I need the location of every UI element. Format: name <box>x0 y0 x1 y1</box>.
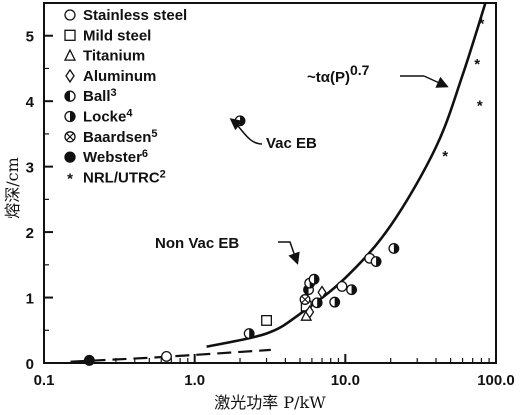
legend-marker-locke <box>64 110 76 123</box>
data-point-locke <box>388 243 400 254</box>
data-point-nrl: * <box>478 16 484 33</box>
legend-marker-ball <box>64 90 76 102</box>
x-axis: 0.1 1.0 10.0 100.0 <box>34 354 515 389</box>
legend-item-ball: Ball3 <box>64 87 117 105</box>
legend-label: Titanium <box>83 48 145 65</box>
x-tick-label: 1.0 <box>184 372 205 389</box>
legend-label: Webster6 <box>83 148 148 166</box>
legend-item-titanium: Titanium <box>63 48 145 65</box>
y-tick-label: 0 <box>26 356 34 373</box>
data-point-stainless <box>161 351 172 362</box>
y-tick-label: 5 <box>26 29 34 46</box>
svg-text:*: * <box>67 170 73 187</box>
legend-item-webster: Webster6 <box>64 148 148 166</box>
legend-label: Locke4 <box>83 108 133 126</box>
y-tick-label: 2 <box>26 225 34 242</box>
power-law-label: ~tα(P)0.7 <box>307 62 370 86</box>
legend-label: NRL/UTRC2 <box>83 168 166 186</box>
y-axis-title: 熔深/cm <box>3 157 22 219</box>
legend-marker-nrl: * <box>67 170 73 187</box>
data-point-nrl: * <box>474 56 480 73</box>
legend-marker-webster <box>64 151 76 163</box>
legend-item-stainless: Stainless steel <box>64 7 187 24</box>
x-axis-title: 激光功率 P/kW <box>214 393 326 412</box>
data-point-mild <box>261 315 273 326</box>
x-tick-label: 100.0 <box>477 372 515 389</box>
vac-eb-leader <box>229 118 263 145</box>
x-tick-label: 0.1 <box>34 372 55 389</box>
data-point-locke <box>329 296 341 308</box>
legend-label: Baardsen5 <box>83 128 158 146</box>
non-vac-eb-leader <box>278 241 300 265</box>
legend-label: Mild steel <box>83 27 151 44</box>
trend-curves <box>70 2 487 363</box>
y-axis: 0 1 2 3 4 5 <box>26 29 53 373</box>
power-law-base: ~tα(P) <box>307 69 350 86</box>
legend-marker-stainless <box>64 9 76 21</box>
svg-text:*: * <box>474 56 480 73</box>
data-point-locke <box>311 297 323 309</box>
data-point-locke <box>308 273 320 285</box>
y-tick-label: 1 <box>26 291 34 308</box>
svg-text:*: * <box>477 97 483 114</box>
legend-marker-baardsen <box>64 131 76 143</box>
data-point-locke <box>243 328 255 339</box>
y-tick-label: 4 <box>26 94 35 111</box>
power-law-arrow <box>423 75 449 88</box>
legend-item-baardsen: Baardsen5 <box>64 128 158 146</box>
data-point-aluminum <box>305 304 315 319</box>
legend-item-aluminum: Aluminum <box>65 68 156 85</box>
legend-marker-mild <box>64 29 76 41</box>
data-point-stainless <box>336 280 348 292</box>
legend: Stainless steel Mild steel Titanium Aluminu… <box>63 7 187 187</box>
vac-eb-label: Vac EB <box>266 135 317 152</box>
legend-marker-aluminum <box>65 68 75 84</box>
data-point-nrl: * <box>477 97 483 114</box>
data-point-locke <box>370 256 382 267</box>
legend-label: Stainless steel <box>83 7 187 24</box>
power-law-curve <box>206 2 487 348</box>
extrapolation-curve <box>70 348 271 363</box>
data-point-baardsen <box>299 294 311 305</box>
non-vac-eb-label: Non Vac EB <box>155 235 239 252</box>
y-tick-label: 3 <box>26 160 34 177</box>
data-point-locke <box>346 284 358 296</box>
plot-frame <box>43 2 497 364</box>
legend-label: Aluminum <box>83 68 156 85</box>
x-tick-label: 10.0 <box>331 372 360 389</box>
legend-item-mild: Mild steel <box>64 27 151 44</box>
power-law-exponent: 0.7 <box>350 62 370 78</box>
data-point-aluminum <box>317 285 327 300</box>
legend-label: Ball3 <box>83 87 117 105</box>
legend-item-locke: Locke4 <box>64 108 133 126</box>
legend-marker-titanium <box>63 48 77 61</box>
data-point-nrl: * <box>442 148 448 165</box>
legend-item-nrl: * NRL/UTRC2 <box>67 168 166 187</box>
svg-text:*: * <box>442 148 448 165</box>
data-point-webster <box>83 354 95 366</box>
svg-text:*: * <box>478 16 484 33</box>
data-points: * * * * <box>83 16 484 366</box>
